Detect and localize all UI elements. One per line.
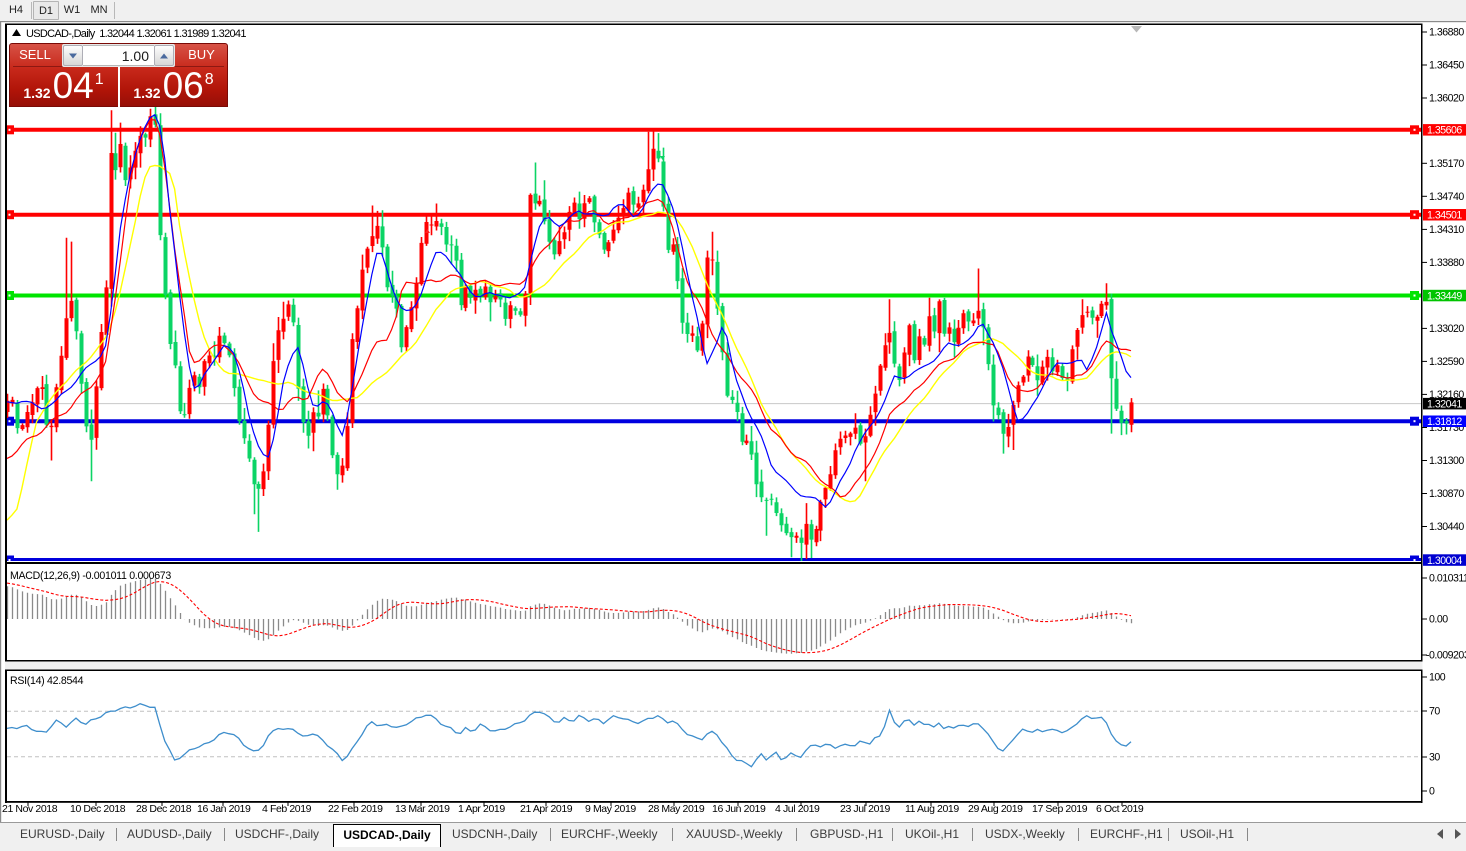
svg-text:RSI(14) 42.8544: RSI(14) 42.8544 <box>10 675 84 687</box>
svg-text:USDCAD-,Daily 1.32044 1.32061: USDCAD-,Daily 1.32044 1.32061 1.31989 1.… <box>26 28 246 40</box>
svg-text:100: 100 <box>1429 672 1446 684</box>
svg-text:10 Dec 2018: 10 Dec 2018 <box>70 803 126 815</box>
svg-text:0.010311: 0.010311 <box>1429 573 1466 585</box>
svg-text:4 Feb 2019: 4 Feb 2019 <box>262 803 312 815</box>
svg-text:1.31300: 1.31300 <box>1429 455 1464 467</box>
svg-text:1.31812: 1.31812 <box>1427 416 1462 428</box>
svg-text:1.30004: 1.30004 <box>1427 555 1462 567</box>
svg-text:16 Jun 2019: 16 Jun 2019 <box>712 803 766 815</box>
svg-text:1 Apr 2019: 1 Apr 2019 <box>458 803 505 815</box>
svg-text:4 Jul 2019: 4 Jul 2019 <box>775 803 820 815</box>
svg-text:1.32590: 1.32590 <box>1429 356 1464 368</box>
svg-text:6 Oct 2019: 6 Oct 2019 <box>1096 803 1144 815</box>
svg-text:11 Aug 2019: 11 Aug 2019 <box>905 803 959 815</box>
svg-text:21 Apr 2019: 21 Apr 2019 <box>520 803 573 815</box>
svg-text:1.36020: 1.36020 <box>1429 93 1464 105</box>
svg-text:17 Sep 2019: 17 Sep 2019 <box>1032 803 1088 815</box>
svg-text:1.34501: 1.34501 <box>1427 210 1462 222</box>
svg-text:1.33449: 1.33449 <box>1427 290 1462 302</box>
svg-text:1.33020: 1.33020 <box>1429 323 1464 335</box>
svg-text:16 Jan 2019: 16 Jan 2019 <box>197 803 251 815</box>
svg-text:0: 0 <box>1429 786 1435 798</box>
svg-text:1.33880: 1.33880 <box>1429 257 1464 269</box>
svg-text:23 Jul 2019: 23 Jul 2019 <box>840 803 890 815</box>
svg-text:1.34310: 1.34310 <box>1429 224 1464 236</box>
svg-text:1.36450: 1.36450 <box>1429 60 1464 72</box>
svg-text:1.36880: 1.36880 <box>1429 27 1464 39</box>
svg-text:1.32041: 1.32041 <box>1427 398 1462 410</box>
svg-text:-0.009203: -0.009203 <box>1426 650 1466 662</box>
svg-text:MACD(12,26,9) -0.001011 0.0006: MACD(12,26,9) -0.001011 0.000673 <box>10 570 171 582</box>
svg-text:13 Mar 2019: 13 Mar 2019 <box>395 803 450 815</box>
svg-text:28 May 2019: 28 May 2019 <box>648 803 705 815</box>
svg-text:1.34740: 1.34740 <box>1429 191 1464 203</box>
svg-text:21 Nov 2018: 21 Nov 2018 <box>2 803 58 815</box>
svg-text:1.35170: 1.35170 <box>1429 158 1464 170</box>
svg-text:0.00: 0.00 <box>1429 614 1448 626</box>
svg-text:1.35606: 1.35606 <box>1427 125 1462 137</box>
svg-text:9 May 2019: 9 May 2019 <box>585 803 636 815</box>
svg-text:29 Aug 2019: 29 Aug 2019 <box>968 803 1023 815</box>
svg-text:70: 70 <box>1429 706 1440 718</box>
svg-text:28 Dec 2018: 28 Dec 2018 <box>136 803 192 815</box>
svg-text:1.30440: 1.30440 <box>1429 521 1464 533</box>
svg-text:22 Feb 2019: 22 Feb 2019 <box>328 803 383 815</box>
svg-text:30: 30 <box>1429 752 1440 764</box>
svg-text:1.30870: 1.30870 <box>1429 488 1464 500</box>
